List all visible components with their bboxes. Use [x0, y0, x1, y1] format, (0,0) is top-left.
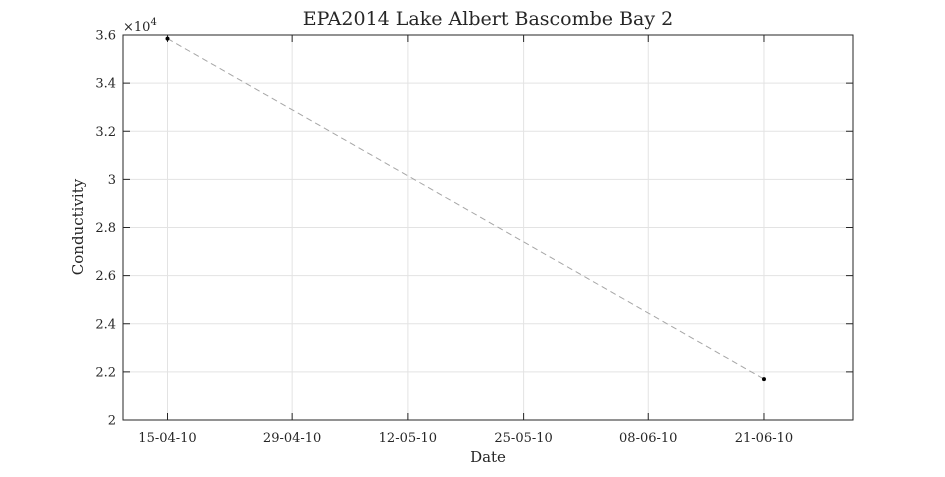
- y-axis-title: Conductivity: [69, 178, 87, 275]
- ticks: [123, 34, 853, 421]
- data-point: [165, 36, 170, 41]
- y-tick-labels: 2 2.2 2.4 2.6 2.8 3 3.2 3.4 3.6: [95, 29, 116, 429]
- x-tick-label: 08-06-10: [619, 431, 677, 446]
- y-tick-label: 3.6: [95, 29, 116, 44]
- y-tick-label: 2.6: [95, 269, 116, 284]
- x-tick-label: 21-06-10: [735, 431, 793, 446]
- grid: [123, 34, 853, 421]
- y-exponent-label: ×104: [123, 17, 157, 35]
- y-tick-label: 3: [108, 173, 116, 188]
- x-tick-labels: 15-04-10 29-04-10 12-05-10 25-05-10 08-06-10…: [138, 431, 793, 446]
- x-tick-label: 25-05-10: [494, 431, 552, 446]
- y-exponent-power: 4: [150, 17, 156, 28]
- y-tick-label: 3.4: [95, 77, 116, 92]
- chart-title: EPA2014 Lake Albert Bascombe Bay 2: [303, 8, 673, 30]
- x-tick-label: 29-04-10: [263, 431, 321, 446]
- data-point: [761, 377, 766, 382]
- x-tick-label: 12-05-10: [379, 431, 437, 446]
- y-tick-label: 2.2: [95, 365, 116, 380]
- data-series: [165, 36, 766, 382]
- y-exponent-base: ×10: [123, 20, 150, 35]
- y-tick-label: 2.4: [95, 317, 116, 332]
- series-line: [167, 38, 765, 380]
- y-tick-label: 3.2: [95, 125, 116, 140]
- y-tick-label: 2.8: [95, 221, 116, 236]
- y-tick-label: 2: [108, 414, 116, 429]
- x-axis-title: Date: [470, 448, 506, 466]
- x-tick-label: 15-04-10: [138, 431, 196, 446]
